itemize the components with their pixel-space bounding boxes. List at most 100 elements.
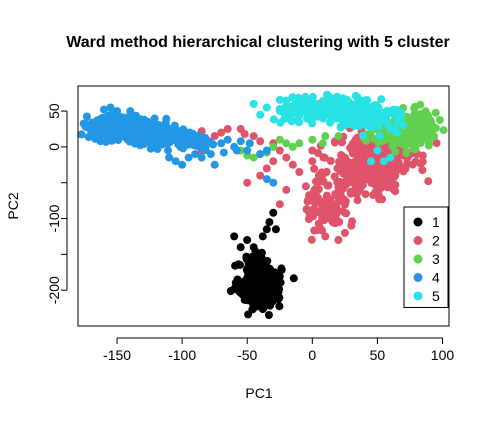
point-cluster-4 xyxy=(164,146,172,155)
point-cluster-2 xyxy=(318,214,327,223)
point-cluster-2 xyxy=(314,171,323,180)
point-cluster-5 xyxy=(351,91,360,100)
x-tick-label: 0 xyxy=(308,347,316,363)
point-cluster-2 xyxy=(304,215,313,223)
point-cluster-2 xyxy=(326,157,335,165)
point-cluster-4 xyxy=(109,123,118,132)
point-cluster-2 xyxy=(282,153,291,162)
point-cluster-5 xyxy=(373,146,382,155)
point-cluster-5 xyxy=(336,108,344,117)
point-cluster-5 xyxy=(377,95,386,104)
point-cluster-2 xyxy=(282,185,291,194)
point-cluster-4 xyxy=(171,136,180,144)
point-cluster-3 xyxy=(318,139,327,148)
point-cluster-5 xyxy=(367,123,376,132)
legend-label-3: 3 xyxy=(432,251,440,267)
point-cluster-3 xyxy=(416,100,425,109)
point-cluster-1 xyxy=(236,260,244,269)
point-cluster-3 xyxy=(439,126,448,135)
point-cluster-2 xyxy=(318,226,327,235)
y-tick-label: 0 xyxy=(46,143,62,151)
point-cluster-2 xyxy=(340,208,349,217)
point-cluster-5 xyxy=(361,96,370,105)
point-cluster-2 xyxy=(240,130,249,138)
point-cluster-2 xyxy=(411,157,420,166)
point-cluster-2 xyxy=(295,168,304,176)
point-cluster-2 xyxy=(418,157,427,166)
point-cluster-5 xyxy=(367,106,376,115)
y-axis-label: PC2 xyxy=(5,192,21,219)
point-cluster-1 xyxy=(252,283,261,292)
point-cluster-3 xyxy=(282,139,291,148)
point-cluster-4 xyxy=(100,105,108,114)
point-cluster-4 xyxy=(77,130,86,139)
point-cluster-4 xyxy=(145,134,154,143)
point-cluster-1 xyxy=(262,288,271,297)
point-cluster-2 xyxy=(337,163,346,172)
point-cluster-4 xyxy=(219,148,228,157)
y-tick-label: -200 xyxy=(46,276,62,304)
point-cluster-4 xyxy=(236,137,245,146)
point-cluster-2 xyxy=(217,128,226,137)
point-cluster-5 xyxy=(386,125,395,133)
point-cluster-2 xyxy=(401,164,410,173)
point-cluster-2 xyxy=(339,169,348,178)
point-cluster-2 xyxy=(288,160,297,169)
point-cluster-1 xyxy=(233,276,242,285)
point-cluster-5 xyxy=(379,157,388,166)
point-cluster-2 xyxy=(351,143,360,152)
point-cluster-1 xyxy=(263,257,272,265)
point-cluster-2 xyxy=(275,200,284,209)
point-cluster-1 xyxy=(244,283,253,292)
point-cluster-5 xyxy=(392,106,401,114)
point-cluster-4 xyxy=(262,146,271,155)
legend-label-2: 2 xyxy=(432,233,440,249)
point-cluster-4 xyxy=(155,127,164,136)
point-cluster-4 xyxy=(262,175,271,184)
point-cluster-1 xyxy=(226,287,235,295)
point-cluster-4 xyxy=(88,118,97,127)
point-cluster-1 xyxy=(230,232,239,241)
point-cluster-2 xyxy=(424,177,433,186)
x-axis-label: PC1 xyxy=(245,385,272,401)
point-cluster-5 xyxy=(269,115,278,124)
point-cluster-4 xyxy=(201,142,210,151)
point-cluster-2 xyxy=(223,125,232,133)
point-cluster-4 xyxy=(137,128,146,137)
point-cluster-4 xyxy=(93,125,102,134)
point-cluster-5 xyxy=(285,103,294,112)
point-cluster-3 xyxy=(295,139,304,148)
point-cluster-4 xyxy=(190,137,199,146)
point-cluster-2 xyxy=(249,132,258,141)
series-5-points xyxy=(249,90,408,166)
point-cluster-3 xyxy=(308,135,317,144)
x-axis: -150 -100 -50 0 50 100 xyxy=(103,337,454,363)
legend-marker-5 xyxy=(413,291,423,301)
point-cluster-2 xyxy=(353,179,362,188)
point-cluster-2 xyxy=(369,173,378,182)
point-cluster-2 xyxy=(243,178,252,187)
point-cluster-4 xyxy=(191,150,200,159)
point-cluster-3 xyxy=(413,135,421,144)
point-cluster-5 xyxy=(262,103,271,112)
point-cluster-3 xyxy=(269,142,278,151)
plot-frame xyxy=(77,85,450,327)
point-cluster-2 xyxy=(307,235,316,244)
point-cluster-2 xyxy=(356,155,365,164)
legend-box xyxy=(403,206,449,308)
point-cluster-1 xyxy=(249,243,258,252)
point-cluster-2 xyxy=(391,168,400,177)
point-cluster-2 xyxy=(346,189,355,198)
point-cluster-3 xyxy=(275,135,284,144)
point-cluster-2 xyxy=(371,188,380,196)
point-cluster-4 xyxy=(119,123,128,132)
point-cluster-4 xyxy=(223,135,232,144)
point-cluster-1 xyxy=(252,268,261,277)
point-cluster-2 xyxy=(375,195,384,204)
data-points xyxy=(77,90,448,319)
point-cluster-2 xyxy=(302,205,311,214)
point-cluster-1 xyxy=(243,236,252,244)
point-cluster-3 xyxy=(412,115,421,124)
point-cluster-5 xyxy=(336,122,345,131)
point-cluster-5 xyxy=(282,96,291,105)
